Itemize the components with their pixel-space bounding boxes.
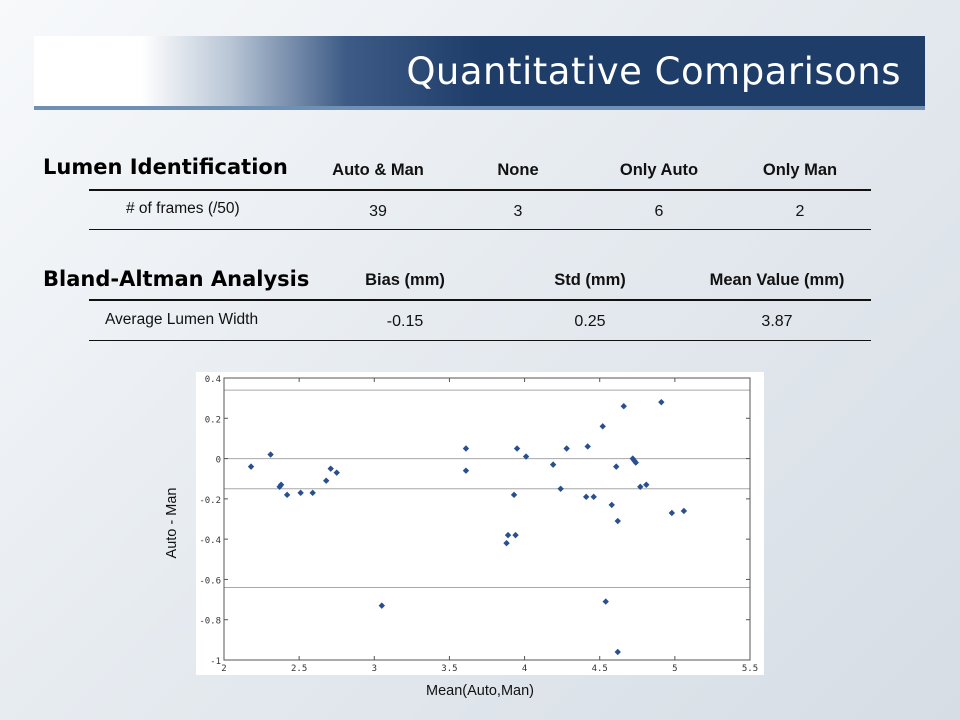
y-tick-label: -0.8 (199, 617, 221, 627)
bland-altman-plot: 0.4 0.2 0 -0.2 -0.4 -0.6 -0.8 -12 2.5 3 3.5 4 4.5 5 5.… (199, 375, 758, 674)
x-tick-label: 2 (221, 664, 226, 674)
bland-header-std: Std (mm) (554, 271, 626, 289)
x-axis-label: Mean(Auto,Man) (426, 683, 534, 699)
data-point (297, 489, 304, 497)
data-point (632, 459, 639, 466)
data-point (510, 491, 518, 499)
bland-table-bottom-rule (89, 340, 871, 341)
data-point (267, 451, 274, 458)
data-point (584, 443, 591, 450)
x-tick-label: 2.5 (291, 664, 307, 674)
bland-header-mean: Mean Value (mm) (709, 271, 845, 289)
data-point (590, 493, 597, 501)
lumen-value-none: 3 (513, 203, 523, 220)
data-point (309, 489, 316, 497)
data-point (378, 602, 385, 609)
bland-section-title: Bland-Altman Analysis (43, 267, 310, 291)
data-point (504, 531, 512, 539)
x-tick-label: 4.5 (592, 664, 608, 674)
lumen-value-auto-man: 39 (369, 203, 387, 220)
data-point (247, 463, 255, 470)
plot-frame (223, 377, 751, 661)
data-point (614, 517, 621, 525)
data-point (668, 509, 676, 517)
lumen-row-label: # of frames (/50) (126, 200, 240, 217)
data-point (658, 398, 665, 406)
bland-altman-chart: 0.4 0.2 0 -0.2 -0.4 -0.6 -0.8 -1 2 2.5 3 3.5 4 4.5 5 5.… (196, 372, 764, 675)
slide-title: Quantitative Comparisons (406, 50, 901, 93)
bland-row-label: Average Lumen Width (105, 311, 259, 328)
data-point (322, 477, 330, 484)
y-tick-label: -0.6 (199, 576, 221, 586)
data-point (614, 648, 621, 656)
bland-value-bias: -0.15 (386, 313, 424, 330)
data-point (277, 481, 285, 488)
y-tick-label: -0.2 (199, 496, 221, 506)
data-point (462, 445, 470, 452)
x-tick-label: 4 (522, 664, 527, 674)
lumen-value-only-auto: 6 (654, 203, 664, 220)
y-tick-label: -0.4 (199, 536, 221, 546)
y-tick-label: 0 (216, 456, 221, 466)
y-tick-label: -1 (210, 657, 221, 667)
bland-table-top-rule (89, 299, 871, 301)
lumen-table-top-rule (89, 189, 871, 191)
data-point (276, 483, 283, 490)
bland-value-std: 0.25 (574, 313, 606, 330)
data-point (549, 461, 557, 468)
data-point (327, 465, 334, 472)
data-point (283, 491, 291, 499)
data-point (643, 481, 650, 488)
data-point (620, 403, 627, 410)
data-point (582, 493, 590, 501)
data-point (608, 501, 615, 509)
data-point (602, 598, 609, 605)
lumen-header-only-auto: Only Auto (619, 161, 699, 179)
y-tick-label: 0.2 (205, 415, 221, 425)
bland-header-bias: Bias (mm) (365, 271, 445, 289)
bland-value-mean: 3.87 (761, 313, 793, 330)
lumen-header-none: None (497, 161, 539, 179)
y-axis-label: Auto - Man (164, 487, 180, 559)
x-tick-label: 5 (672, 664, 677, 674)
data-point (462, 467, 470, 474)
lumen-section-title: Lumen Identification (43, 155, 288, 179)
data-point (503, 539, 510, 547)
x-tick-label: 5.5 (742, 664, 758, 674)
x-tick-label: 3 (372, 664, 377, 674)
data-point (680, 507, 688, 515)
lumen-table-bottom-rule (89, 229, 871, 230)
data-point (557, 485, 564, 492)
data-point (563, 445, 570, 452)
data-point (513, 445, 521, 452)
data-point (599, 423, 606, 430)
data-point (333, 469, 340, 476)
x-tick-label: 3.5 (441, 664, 457, 674)
lumen-header-only-man: Only Man (762, 161, 838, 179)
lumen-value-only-man: 2 (795, 203, 805, 220)
lumen-header-auto-man: Auto & Man (332, 161, 424, 179)
y-tick-label: 0.4 (205, 375, 221, 385)
title-bar: Quantitative Comparisons (34, 36, 925, 110)
data-point (613, 463, 620, 470)
data-point (512, 531, 519, 539)
